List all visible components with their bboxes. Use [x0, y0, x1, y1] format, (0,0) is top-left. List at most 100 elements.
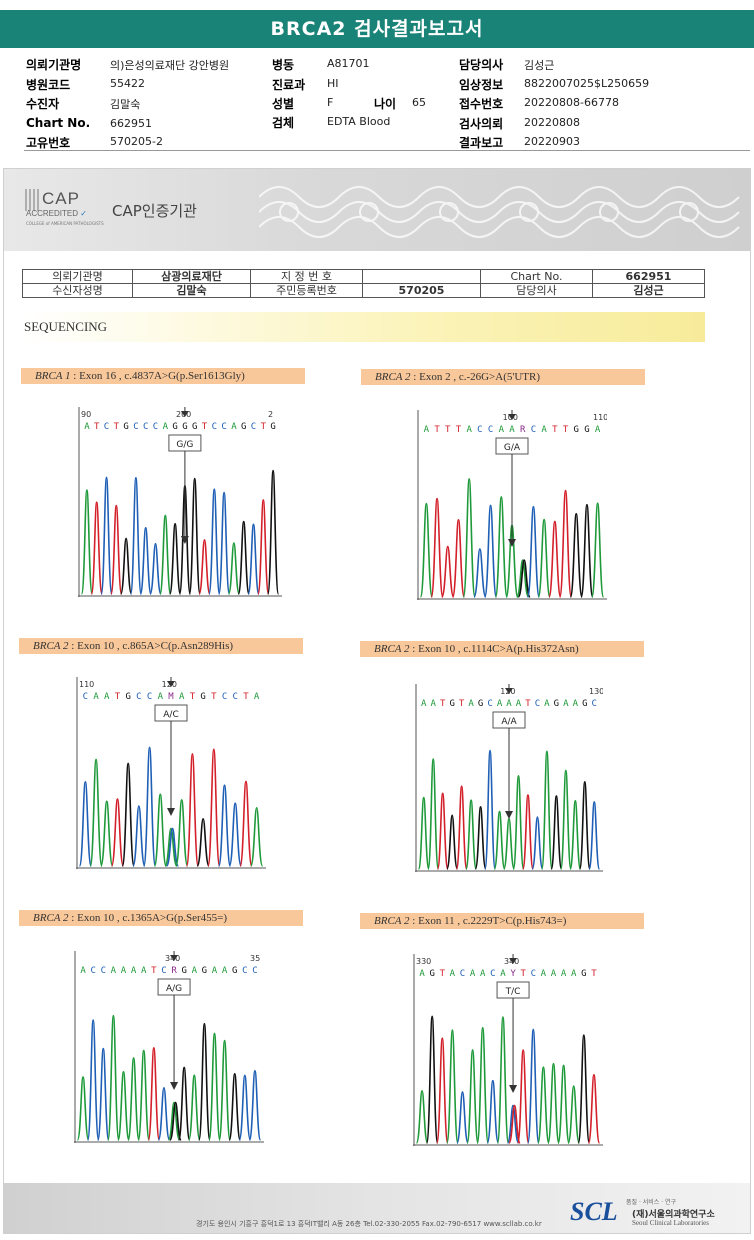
arrowhead-variant — [167, 808, 175, 816]
chromatogram-5: 34035ACCAAAATCRGAGAAGCCA/G — [74, 951, 264, 1143]
panel-title-5: BRCA 2 : Exon 10 , c.1365A>G(p.Ser455=) — [19, 910, 303, 926]
base-call: T — [434, 425, 440, 435]
trace-peak — [247, 523, 260, 595]
arrowhead-top — [180, 411, 189, 417]
arrowhead-variant — [509, 1085, 518, 1093]
trace-peak — [89, 758, 103, 867]
base-call: A — [158, 692, 164, 702]
trace-peak — [436, 792, 449, 870]
base-call: C — [242, 966, 247, 976]
trace-peak — [451, 518, 466, 598]
base-call: T — [261, 422, 267, 432]
trace-peak — [188, 477, 201, 595]
cap-certified-label: CAP인증기관 — [112, 202, 197, 220]
trace-peak — [228, 1073, 242, 1141]
base-call: A — [131, 966, 137, 976]
base-call: G — [125, 692, 130, 702]
base-call: A — [93, 692, 99, 702]
base-call: T — [440, 699, 446, 709]
base-call: G — [202, 966, 207, 976]
trace-peak — [167, 1101, 181, 1141]
base-call: A — [192, 966, 198, 976]
label-hospital-code: 병원코드 — [26, 78, 71, 92]
trace-peak — [168, 523, 182, 595]
base-call: T — [552, 425, 558, 435]
trace-peak — [466, 1049, 479, 1144]
trace-peak — [185, 753, 200, 867]
trace-peak — [567, 1085, 581, 1144]
trace-peak — [117, 1070, 130, 1141]
trace-peak — [76, 1076, 90, 1141]
cap-seal-icon — [25, 189, 39, 211]
base-call: C — [477, 425, 482, 435]
trace-peak — [476, 1026, 490, 1144]
trace-peak — [415, 1089, 429, 1144]
cell-institution-label: 의뢰기관명 — [22, 269, 133, 284]
base-call: C — [221, 422, 226, 432]
base-call: C — [104, 422, 109, 432]
trace-peak — [550, 795, 563, 870]
value-institution: 의)은성의료재단 강안병원 — [110, 59, 230, 72]
trace-peak — [187, 1074, 201, 1141]
base-call: C — [487, 699, 492, 709]
trace-peak — [266, 469, 280, 595]
base-call: A — [470, 969, 476, 979]
trace-peak — [159, 514, 172, 595]
cap-accredited: ACCREDITED ✓ — [26, 209, 87, 218]
base-call: C — [535, 699, 540, 709]
trace-peak — [496, 1016, 510, 1144]
value-patient: 김말숙 — [110, 98, 141, 111]
base-call: R — [171, 966, 177, 976]
base-call: A — [179, 692, 185, 702]
cell-recipient: 김말숙 — [132, 283, 251, 298]
base-call: G — [581, 969, 586, 979]
trace-peak — [494, 496, 508, 598]
base-call: G — [181, 966, 186, 976]
label-receipt-no: 접수번호 — [459, 97, 504, 111]
trace-peak — [486, 1079, 500, 1144]
base-call: C — [133, 422, 138, 432]
trace-peak — [465, 799, 478, 870]
trace-peak — [419, 502, 434, 598]
trace-peak — [425, 1015, 439, 1144]
trace-peak — [569, 512, 583, 598]
base-call: A — [541, 425, 547, 435]
base-call: A — [516, 699, 522, 709]
base-call: T — [440, 969, 446, 979]
trace-peak — [249, 806, 264, 867]
trace-peak — [580, 503, 594, 598]
trace-peak — [96, 1047, 110, 1141]
base-call: Y — [510, 969, 516, 979]
arrowhead-top — [509, 958, 518, 964]
lab-footer: 경기도 용인시 기흥구 흥덕1로 13 흥덕IT밸리 A동 26층 Tel.02… — [4, 1183, 750, 1233]
genotype-label: G/G — [176, 440, 193, 450]
trace-peak — [526, 1028, 540, 1144]
base-call: A — [551, 969, 557, 979]
trace-peak — [257, 499, 270, 595]
cell-chart: 662951 — [592, 269, 705, 284]
cell-physician-label: 담당의사 — [480, 283, 593, 298]
base-call: C — [460, 969, 465, 979]
trace-peak — [587, 1074, 601, 1144]
base-call: G — [123, 422, 128, 432]
base-call: A — [121, 966, 127, 976]
position-number-mid: 120 — [162, 680, 177, 689]
base-call: G — [554, 699, 559, 709]
base-call: T — [115, 692, 121, 702]
arrowhead-top — [170, 955, 179, 961]
label-sex: 성별 — [272, 97, 295, 111]
trace-peak — [208, 1032, 221, 1141]
trace-peak — [169, 1101, 182, 1141]
arrowhead-variant — [508, 539, 516, 547]
base-call: A — [421, 699, 427, 709]
arrowhead-top — [508, 414, 516, 420]
trace-peak — [508, 1104, 521, 1144]
trace-peak — [237, 520, 250, 595]
trace-peak — [506, 1104, 520, 1144]
trace-peak — [537, 1066, 550, 1144]
base-call: A — [450, 969, 456, 979]
label-patient: 수진자 — [26, 97, 60, 111]
trace-peak — [547, 1062, 560, 1144]
trace-peak — [119, 537, 133, 595]
trace-peak — [238, 1074, 252, 1141]
